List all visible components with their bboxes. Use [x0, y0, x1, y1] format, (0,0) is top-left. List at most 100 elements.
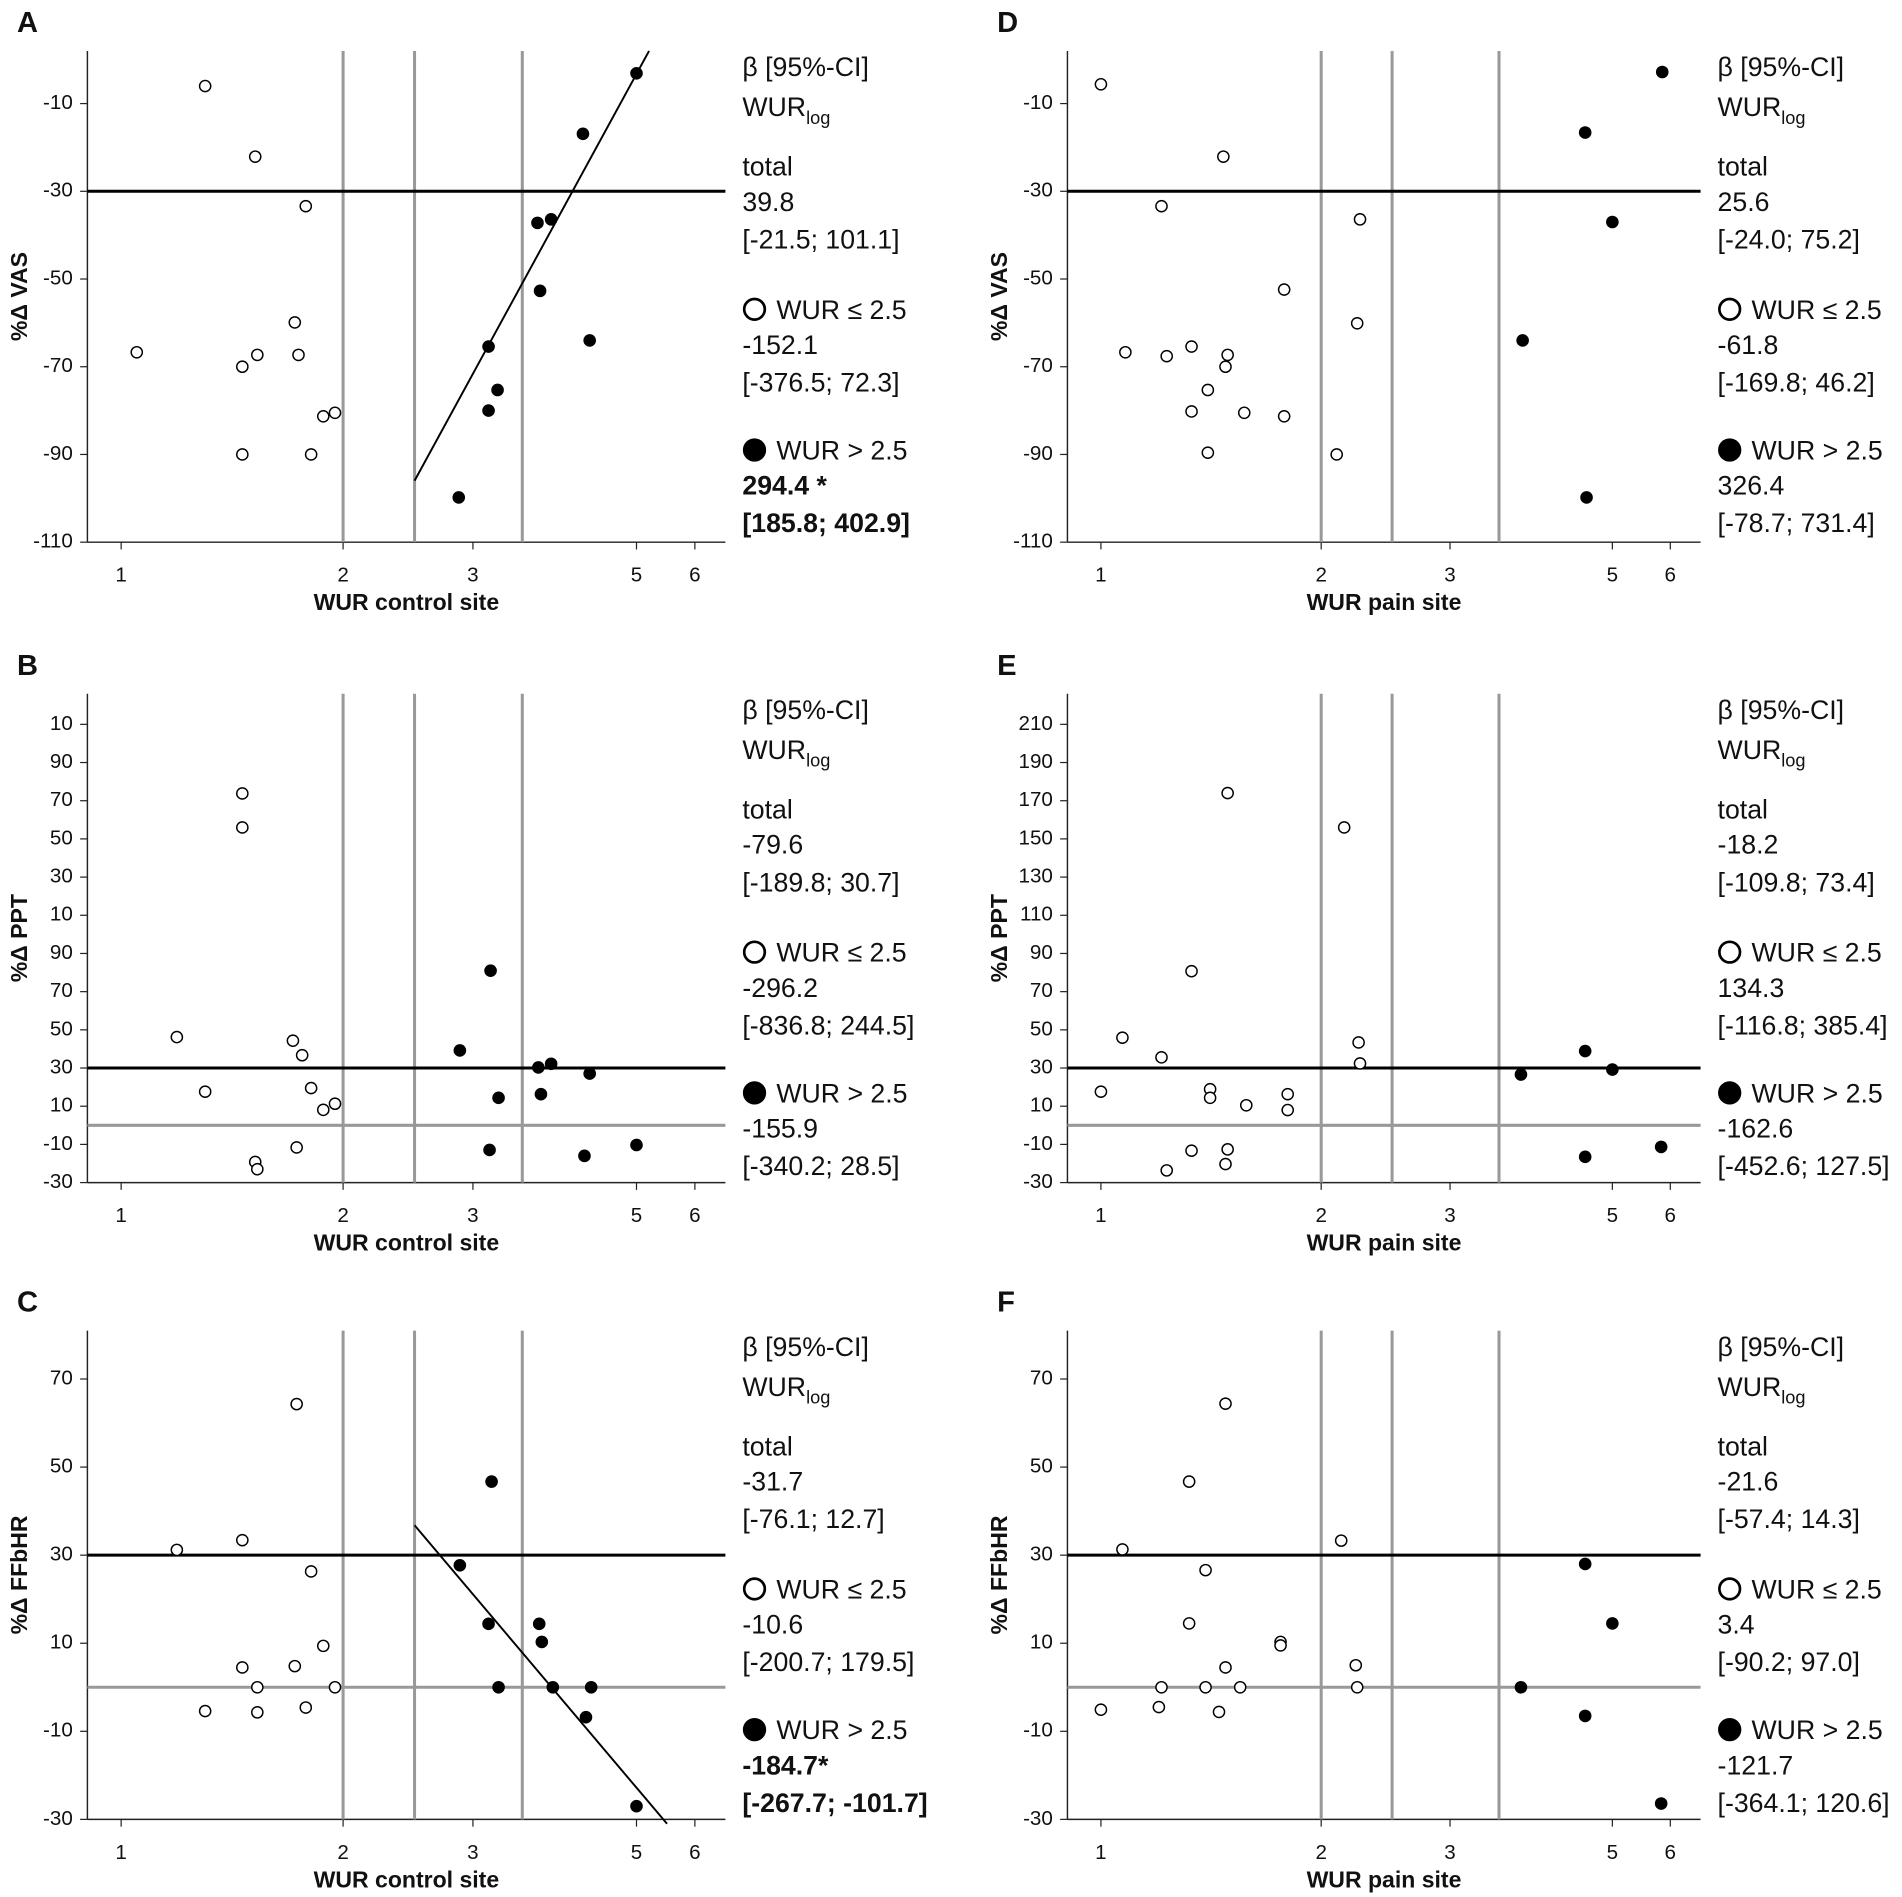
legend-label: WUR > 2.5: [776, 435, 907, 465]
data-point: [1239, 1098, 1253, 1112]
data-point: [286, 1034, 300, 1048]
panel-letter: E: [997, 650, 1016, 682]
stats-header: β [95%-CI]: [742, 695, 869, 725]
data-point: [485, 1475, 498, 1488]
y-tick-label: -30: [43, 1807, 73, 1830]
stats-subject: WURlog: [1718, 1372, 1806, 1407]
data-point: [1217, 150, 1230, 163]
x-tick-label: 6: [1665, 1204, 1676, 1227]
data-point: [328, 406, 342, 420]
y-tick-label: 30: [50, 865, 73, 888]
stats-header: β [95%-CI]: [1718, 52, 1845, 82]
y-tick-label: -110: [1013, 530, 1053, 553]
group-ci: [-376.5; 72.3]: [742, 368, 899, 398]
stats-subject: WURlog: [742, 1372, 830, 1407]
data-point: [1155, 1051, 1168, 1064]
data-point: [534, 1087, 548, 1101]
data-point: [251, 348, 264, 362]
data-point: [483, 1143, 496, 1157]
data-point: [1094, 77, 1108, 91]
data-point: [1514, 1680, 1528, 1694]
data-point: [453, 1558, 467, 1572]
total-beta: 25.6: [1718, 187, 1770, 217]
data-point: [1185, 964, 1198, 978]
group-beta: -162.6: [1718, 1113, 1794, 1143]
data-point: [248, 150, 262, 163]
data-point: [482, 340, 495, 353]
group-beta: 3.4: [1718, 1610, 1755, 1640]
legend-marker: [742, 297, 767, 321]
y-tick-label: 150: [1018, 826, 1052, 849]
total-beta: -79.6: [742, 830, 803, 860]
y-tick-label: -90: [1023, 442, 1053, 465]
y-tick-label: 10: [50, 1094, 73, 1117]
data-point: [1199, 1563, 1212, 1577]
stats-header: β [95%-CI]: [1718, 1332, 1845, 1362]
y-tick-label: -30: [1023, 179, 1053, 202]
x-tick-label: 5: [1607, 1204, 1618, 1227]
data-point: [198, 1704, 212, 1718]
x-tick-label: 6: [1665, 564, 1676, 587]
y-tick-label: -10: [1023, 1719, 1053, 1742]
y-tick-label: 130: [1018, 865, 1052, 888]
x-tick-label: 5: [1607, 1841, 1618, 1864]
total-ci: [-109.8; 73.4]: [1718, 867, 1875, 897]
x-tick-label: 3: [1444, 564, 1455, 587]
data-point: [1337, 821, 1351, 834]
group-beta: -121.7: [1718, 1750, 1794, 1780]
data-point: [1353, 213, 1367, 226]
y-tick-label: 30: [50, 1543, 73, 1566]
y-tick-label: 210: [1018, 712, 1052, 735]
y-tick-label: 10: [1030, 1094, 1053, 1117]
x-tick-label: 5: [631, 1841, 642, 1864]
fit-line: [413, 50, 650, 482]
panel: E 210 190 170 150 130 110 90 70 50 30 10 -10 -30 1 2 3 5 6…: [986, 650, 1890, 1256]
x-tick-label: 1: [1095, 1841, 1106, 1864]
x-tick-label: 3: [1444, 1841, 1455, 1864]
y-tick-label: -10: [1023, 91, 1053, 114]
group-ci: [-116.8; 385.4]: [1718, 1010, 1888, 1040]
y-tick-label: 50: [50, 826, 73, 849]
data-point: [532, 1617, 546, 1631]
data-point: [1349, 1658, 1363, 1672]
y-tick-label: 90: [1030, 941, 1053, 964]
x-tick-label: 2: [337, 1204, 348, 1227]
data-point: [1201, 446, 1215, 460]
data-point: [1578, 126, 1592, 139]
x-tick-label: 3: [467, 1204, 478, 1227]
data-point: [630, 1799, 643, 1813]
x-tick-label: 2: [337, 564, 348, 587]
stats-subject: WURlog: [742, 735, 830, 770]
data-point: [304, 1081, 318, 1095]
stats-subscript: log: [806, 108, 830, 128]
panel-letter: D: [997, 7, 1018, 39]
group-beta: -155.9: [742, 1113, 818, 1143]
data-point: [290, 1397, 303, 1411]
data-point: [532, 1061, 545, 1074]
y-tick-label: 50: [50, 1455, 73, 1478]
legend-label: WUR ≤ 2.5: [1752, 938, 1882, 968]
x-tick-label: 6: [1665, 1841, 1676, 1864]
y-tick-label: 30: [1030, 1055, 1053, 1078]
x-tick-label: 6: [689, 1841, 700, 1864]
data-point: [1203, 1091, 1217, 1105]
data-point: [535, 1635, 549, 1649]
group-beta: -296.2: [742, 973, 818, 1003]
y-tick-label: 190: [1018, 750, 1052, 773]
x-tick-label: 5: [631, 1204, 642, 1227]
stats-subject-text: WUR: [742, 735, 806, 765]
legend-label: WUR > 2.5: [1752, 1715, 1883, 1745]
data-point: [1116, 1031, 1129, 1044]
data-point: [583, 1067, 596, 1080]
data-point: [1334, 1534, 1348, 1547]
data-point: [236, 1533, 249, 1547]
panel-letter: F: [997, 1287, 1015, 1319]
y-tick-label: -30: [43, 179, 73, 202]
y-tick-label: 50: [1030, 1017, 1053, 1040]
y-tick-label: -10: [43, 91, 73, 114]
y-axis-label: %Δ FFbHR: [6, 1515, 32, 1634]
total-ci: [-76.1; 12.7]: [742, 1504, 884, 1534]
data-point: [583, 334, 596, 347]
data-point: [251, 1706, 264, 1719]
x-axis-label: WUR control site: [314, 1230, 500, 1256]
